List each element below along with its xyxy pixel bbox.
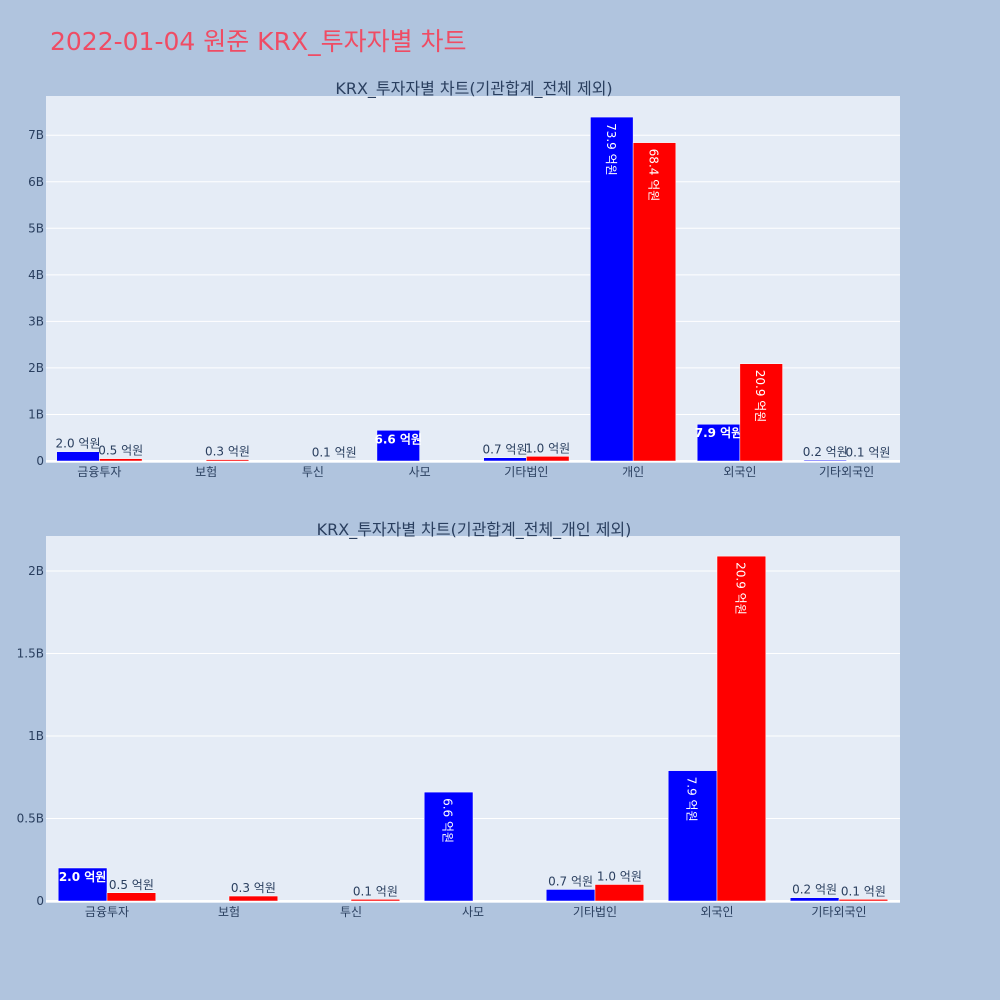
bar <box>350 899 401 902</box>
x-tick-label: 개인 <box>622 465 644 479</box>
bar <box>803 459 847 462</box>
x-tick-label: 외국인 <box>723 465 756 479</box>
bar <box>594 884 645 902</box>
bar <box>483 457 527 462</box>
x-tick-label: 기타법인 <box>573 905 617 919</box>
x-tick-label: 보험 <box>195 465 217 479</box>
y-tick-label: 7B <box>28 128 44 142</box>
y-tick-label: 2B <box>28 361 44 375</box>
bar-data-label: 0.1 억원 <box>353 884 398 898</box>
y-tick-label: 3B <box>28 314 44 328</box>
x-tick-label: 금융투자 <box>85 905 129 919</box>
bar-data-label: 0.1 억원 <box>841 884 886 898</box>
x-tick-label: 기타법인 <box>504 465 548 479</box>
bar <box>739 363 783 462</box>
bar-data-label: 2.0 억원 <box>56 437 101 451</box>
bar-data-label: 0.2 억원 <box>792 883 837 897</box>
bar-data-label: 6.6 억원 <box>441 798 455 843</box>
bar <box>99 458 143 462</box>
bar-data-label: 2.0 억원 <box>59 870 107 884</box>
y-tick-label: 1B <box>28 407 44 421</box>
y-tick-label: 1B <box>28 729 44 743</box>
bar <box>106 892 157 902</box>
bar-data-label: 7.9 억원 <box>685 777 699 822</box>
bar <box>667 770 718 902</box>
bar <box>838 899 889 902</box>
bar-data-label: 0.1 억원 <box>845 446 890 460</box>
bar <box>423 791 474 902</box>
bar <box>545 889 596 902</box>
y-tick-label: 6B <box>28 175 44 189</box>
bar-data-label: 1.0 억원 <box>525 441 570 455</box>
chart-top: 0 1B 2B 3B 4B 5B 6B 7B KRX_투자자별 차트(기관합계_전체 제외) 금융… <box>28 79 900 479</box>
y-tick-label: 0 <box>36 894 44 908</box>
bar-data-label: 20.9 억원 <box>753 370 767 423</box>
bar-data-label: 73.9 억원 <box>604 123 618 176</box>
chart-bottom: 0 0.5B 1B 1.5B 2B KRX_투자자별 차트(기관합계_전체_개인 제외) 금… <box>17 520 900 919</box>
x-tick-label: 기타외국인 <box>819 465 874 479</box>
bar <box>376 430 420 462</box>
bar <box>716 555 767 902</box>
page-title: 2022-01-04 원준 KRX_투자자별 차트 <box>50 27 467 56</box>
x-tick-label: 외국인 <box>700 905 733 919</box>
y-tick-label: 1.5B <box>17 647 44 661</box>
bar-data-label: 0.5 억원 <box>109 878 154 892</box>
bar <box>789 897 840 902</box>
bar <box>228 895 279 902</box>
bar <box>205 459 250 462</box>
y-tick-label: 0.5B <box>17 812 44 826</box>
chart-title: KRX_투자자별 차트(기관합계_전체_개인 제외) <box>317 520 632 540</box>
bar <box>632 142 677 462</box>
bar-data-label: 6.6 억원 <box>375 432 423 446</box>
x-tick-label: 사모 <box>462 905 484 919</box>
y-tick-label: 5B <box>28 221 44 235</box>
bar-data-label: 68.4 억원 <box>646 149 660 202</box>
x-tick-label: 보험 <box>218 905 240 919</box>
bar-data-label: 0.7 억원 <box>483 443 528 457</box>
bar-data-label: 0.3 억원 <box>205 445 250 459</box>
y-tick-label: 2B <box>28 564 44 578</box>
bar <box>57 867 108 902</box>
bar-data-label: 20.9 억원 <box>733 562 747 615</box>
x-tick-label: 기타외국인 <box>811 905 866 919</box>
x-tick-label: 투신 <box>340 905 362 919</box>
x-tick-label: 투신 <box>302 465 324 479</box>
bar <box>526 456 570 462</box>
x-tick-label: 사모 <box>409 465 431 479</box>
y-tick-label: 4B <box>28 268 44 282</box>
chart-title: KRX_투자자별 차트(기관합계_전체 제외) <box>335 79 612 99</box>
bar-data-label: 0.7 억원 <box>548 874 593 888</box>
bar-data-label: 0.2 억원 <box>803 445 848 459</box>
bar-data-label: 0.3 억원 <box>231 881 276 895</box>
bar <box>56 451 100 462</box>
x-tick-label: 금융투자 <box>77 465 121 479</box>
bar-data-label: 0.5 억원 <box>98 444 143 458</box>
bar-data-label: 0.1 억원 <box>312 446 357 460</box>
bar-data-label: 1.0 억원 <box>597 870 642 884</box>
bar-data-label: 7.9 억원 <box>695 426 743 440</box>
y-tick-label: 0 <box>36 454 44 468</box>
